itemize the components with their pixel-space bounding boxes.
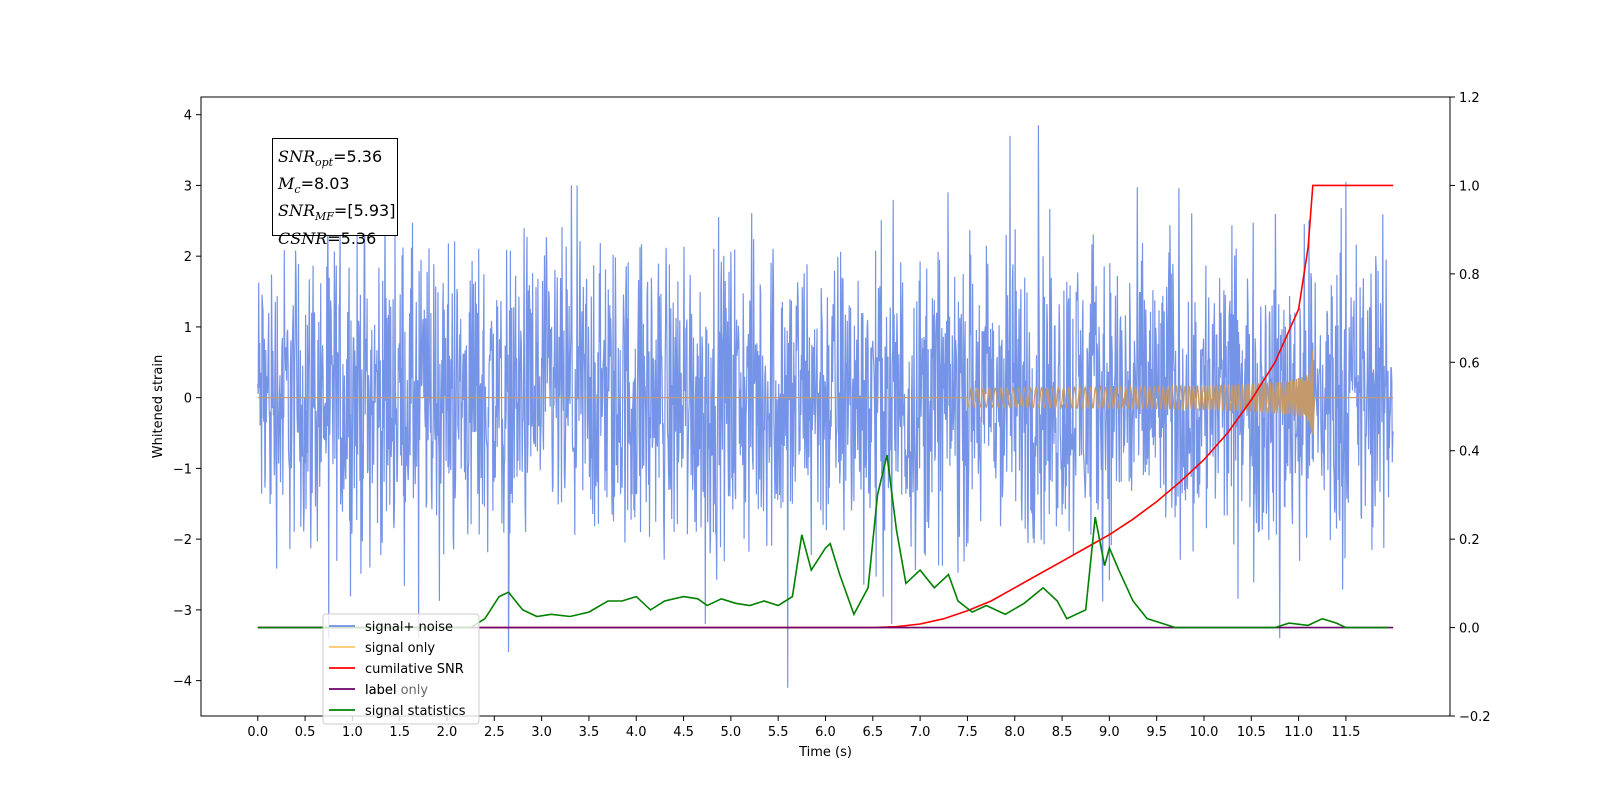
series-cumilative-snr [257,184,1394,629]
csnr-value: =5.36 [327,228,377,248]
x-tick-label: 6.5 [862,725,883,740]
y-tick-label: 0 [184,392,192,407]
x-tick-label: 3.5 [579,725,600,740]
snr-mf-line: SNRMF=[5.93] [278,200,395,227]
snr-opt-sub: opt [315,156,334,170]
x-tick-label: 4.0 [626,725,647,740]
y-tick-label: −3 [173,604,192,619]
y-axis-label: Whitened strain [151,355,166,458]
csnr-label: CSNR [278,228,328,248]
x-tick-label: 6.0 [815,725,836,740]
snr-opt-line: SNRopt=5.36 [278,146,392,173]
snr-mf-label: SNR [278,201,316,221]
x-tick-label: 0.0 [247,725,268,740]
legend-label: label [365,683,396,698]
x-tick-label: 5.0 [721,725,742,740]
y-tick-label: 4 [184,109,192,124]
legend-label: signal statistics [365,704,466,719]
y2-tick-label: 0.8 [1459,268,1480,283]
legend-ghost-text: label only [365,683,428,698]
legend-box [322,613,480,725]
csnr-line: CSNR=5.36 [278,228,392,249]
y2-tick-label: 0.4 [1459,445,1480,460]
mc-sub: c [294,183,301,197]
x-tick-label: 2.5 [484,725,505,740]
x-tick-label: 7.0 [910,725,931,740]
y2-tick-label: 0.6 [1459,356,1480,371]
snr-info-box: SNRopt=5.36 Mc=8.03 SNRMF=[5.93] CSNR=5.… [272,138,398,248]
axes: 0.0 0.5 1.0 1.5 2.0 2.5 3.0 3.5 4.0 4.5 5.0 5.5 6.0 6… [151,91,1491,760]
snr-mf-sub: MF [315,210,334,224]
y-tick-label: 3 [184,179,192,194]
series-signal-only [257,349,1394,435]
x-tick-label: 9.5 [1146,725,1167,740]
y-tick-label: 1 [184,321,192,336]
x-tick-label: 2.0 [437,725,458,740]
x-tick-label: 4.5 [673,725,694,740]
plot-area [257,125,1394,688]
x-tick-label: 10.5 [1237,725,1266,740]
x-tick-label: 9.0 [1099,725,1120,740]
x-tick-label: 1.5 [389,725,410,740]
y-tick-label: −2 [173,533,192,548]
x-tick-label: 11.0 [1284,725,1313,740]
y-tick-label: 2 [184,250,192,265]
x-tick-label: 11.5 [1331,725,1360,740]
y2-tick-label: 1.2 [1459,91,1480,106]
legend-label: signal+ noise [365,620,453,635]
series-group [257,125,1394,688]
x-axis-label: Time (s) [798,745,852,760]
legend-label: cumilative SNR [365,662,464,677]
x-tick-label: 10.0 [1190,725,1219,740]
series-signal-statistics [257,454,1389,629]
snr-opt-label: SNR [278,147,316,166]
y2-tick-label: 0.0 [1459,622,1480,637]
x-tick-label: 7.5 [957,725,978,740]
mc-line: Mc=8.03 [278,173,392,200]
series-signal-noise [257,125,1394,688]
x-tick-label: 8.5 [1052,725,1073,740]
snr-mf-value: =[5.93] [333,201,396,221]
y2-tick-label: 1.0 [1459,179,1480,194]
legend-label: signal only [365,641,435,656]
y2-tick-label: 0.2 [1459,533,1480,548]
x-tick-label: 3.0 [531,725,552,740]
y-tick-label: −1 [173,462,192,477]
x-tick-label: 1.0 [342,725,363,740]
y-tick-label: −4 [173,675,192,690]
legend: label only signal+ noise signal only cumila… [322,613,480,725]
mc-label: M [278,174,295,194]
x-tick-label: 8.0 [1004,725,1025,740]
x-tick-label: 5.5 [768,725,789,740]
y2-tick-label: −0.2 [1459,710,1491,725]
snr-opt-value: =5.36 [333,147,383,166]
x-tick-label: 0.5 [295,725,316,740]
mc-value: =8.03 [300,174,350,194]
